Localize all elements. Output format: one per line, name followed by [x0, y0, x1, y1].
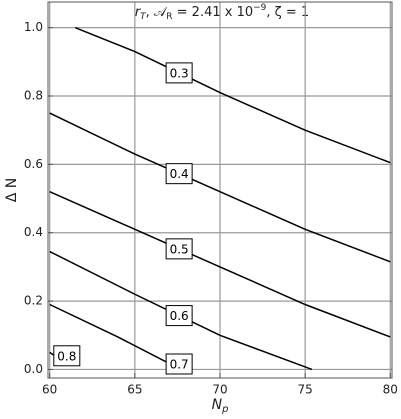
y-tick-label: 0.2: [24, 294, 43, 308]
contour-line: [49, 303, 182, 371]
y-tick-label: 0.0: [24, 362, 43, 376]
contour-label-box: [165, 353, 193, 375]
title-part: = 2.41 x 10: [173, 5, 254, 20]
chart-title: rT, 𝒜R = 2.41 x 10−9, ζ = 1: [135, 3, 309, 22]
title-part: , 𝒜: [146, 5, 168, 20]
y-tick-label: 0.4: [24, 225, 43, 239]
y-tick-label: 0.6: [24, 157, 43, 171]
contour-label-box: [165, 238, 193, 260]
title-part: R: [166, 12, 172, 22]
contour-label: 0.4: [165, 163, 193, 185]
x-label-part: N: [212, 397, 223, 413]
contour-label: 0.7: [165, 353, 193, 375]
contour-line: [49, 112, 391, 263]
x-tick-label: 65: [127, 383, 142, 397]
y-tick-label: 0.8: [24, 89, 43, 103]
contour-label-box: [53, 345, 81, 367]
contour-label-box: [165, 62, 193, 84]
contour-label: 0.6: [165, 305, 193, 327]
title-part: r: [135, 5, 142, 20]
contour-label-text: 0.5: [170, 242, 189, 256]
title-part: , ζ = 1: [266, 5, 309, 20]
contour-label: 0.5: [165, 238, 193, 260]
contour-label-text: 0.3: [170, 66, 189, 80]
x-tick-label: 60: [42, 383, 57, 397]
contour-label: 0.3: [165, 62, 193, 84]
x-tick-label: 80: [383, 383, 398, 397]
contour-line: [49, 191, 391, 338]
plot-frame: [47, 1, 393, 379]
x-tick-label: 75: [298, 383, 313, 397]
contour-label-text: 0.6: [170, 309, 189, 323]
contour-label-text: 0.4: [170, 167, 189, 181]
y-axis-label: Δ N: [4, 178, 20, 203]
title-part: −9: [253, 3, 267, 13]
contour-label-box: [165, 305, 193, 327]
x-axis-label: Np: [212, 397, 229, 415]
y-tick-label: 1.0: [24, 20, 43, 34]
contour-label: 0.8: [53, 345, 81, 367]
x-tick-label: 70: [212, 383, 227, 397]
contour-label-box: [165, 163, 193, 185]
contour-label-text: 0.7: [170, 358, 189, 372]
contour-label-text: 0.8: [57, 349, 76, 363]
x-label-part: p: [221, 404, 228, 415]
contour-line: [74, 26, 391, 164]
title-part: T: [140, 12, 147, 22]
